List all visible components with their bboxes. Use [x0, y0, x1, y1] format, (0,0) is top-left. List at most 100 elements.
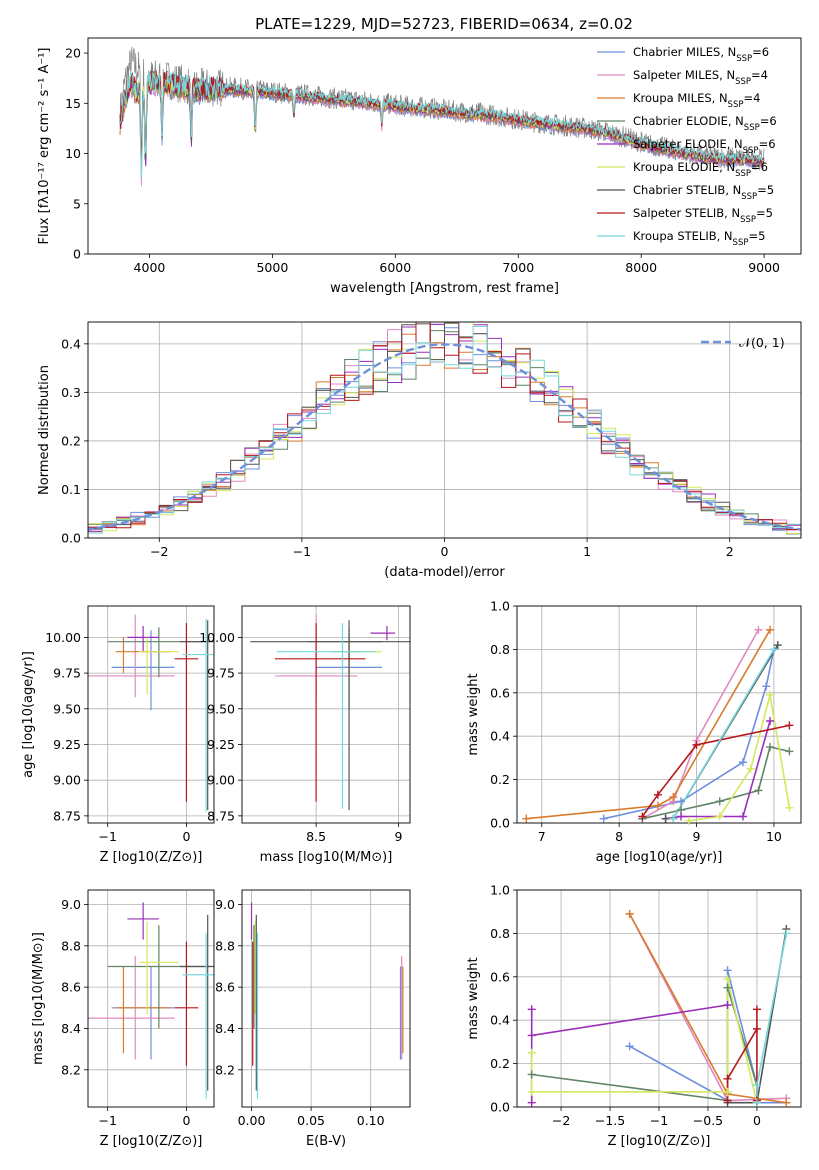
- mass_vs_EBV-ytick-label: 8.8: [215, 938, 235, 953]
- massweight_vs_Z-marker-4: [723, 1001, 732, 1010]
- age_vs_mass-ytick-label: 8.75: [207, 808, 235, 823]
- massweight_vs_age-marker-0: [599, 814, 608, 823]
- massweight_vs_age-marker-0: [738, 758, 747, 767]
- age_vs_mass-ytick-label: 10.00: [199, 630, 235, 645]
- mass_vs_Z-ylabel: mass [log10(M/M⊙)]: [31, 932, 46, 1065]
- massweight_vs_Z-xtick-label: −0.5: [693, 1113, 723, 1128]
- spectrum-plot-area: [119, 46, 765, 187]
- age_vs_mass-xtick-label: 8.5: [306, 829, 326, 844]
- spectrum-model-line-8: [119, 69, 765, 179]
- mass_vs_EBV-xtick-label: 0.00: [238, 1113, 266, 1128]
- massweight_vs_Z-marker-7: [752, 1024, 761, 1033]
- massweight_vs_Z-ytick-label: 0.6: [490, 969, 510, 984]
- residual-legend-label: 𝒩(0, 1): [739, 335, 785, 350]
- massweight_vs_age-marker-3: [715, 797, 724, 806]
- spectrum-legend-label-1: Salpeter MILES, NSSP=4: [633, 68, 768, 87]
- massweight_vs_Z-ytick-label: 0.0: [490, 1100, 510, 1115]
- massweight_vs_age-panel: 7 8 9 10 0.0 0.2 0.4 0.6 0.8 1.0 age [log10(age/yr…: [466, 599, 802, 865]
- age_vs_mass-xlabel: mass [log10(M/M⊙)]: [260, 850, 393, 865]
- age_vs_Z-ytick-label: 8.75: [53, 808, 81, 823]
- mass_vs_Z-xtick-label: −1: [98, 1113, 116, 1128]
- mass_vs_EBV-xlabel: E(B-V): [306, 1134, 346, 1149]
- age_vs_mass-panel: 8.5 9 8.75 9.00 9.25 9.50 9.75 10.00 mass [log10…: [199, 605, 411, 865]
- massweight_vs_age-marker-7: [653, 790, 662, 799]
- spectrum-ytick-label: 0: [73, 247, 81, 262]
- massweight_vs_Z-ytick-label: 0.2: [490, 1056, 510, 1071]
- residuals-plot-area: [88, 322, 801, 536]
- age_vs_Z-ytick-label: 9.75: [53, 666, 81, 681]
- spectrum-xlabel: wavelength [Angstrom, rest frame]: [330, 281, 559, 296]
- massweight_vs_age-marker-2: [669, 792, 678, 801]
- residuals-ytick-label: 0.3: [61, 385, 81, 400]
- spectrum-ytick-label: 15: [65, 96, 81, 111]
- massweight_vs_Z-marker-8: [782, 929, 791, 938]
- massweight_vs_age-ytick-label: 0.0: [490, 816, 510, 831]
- mass_vs_EBV-ytick-label: 8.2: [215, 1062, 235, 1077]
- massweight_vs_age-marker-2: [766, 625, 775, 634]
- age_vs_Z-xtick-label: −1: [98, 829, 116, 844]
- massweight_vs_Z-xtick-label: −1: [650, 1113, 668, 1128]
- massweight_vs_Z-marker-2: [625, 909, 634, 918]
- massweight_vs_age-series-7: [641, 724, 790, 817]
- massweight_vs_age-ytick-label: 1.0: [490, 599, 510, 614]
- residuals-ytick-label: 0.1: [61, 482, 81, 497]
- massweight_vs_age-ytick-label: 0.6: [490, 685, 510, 700]
- massweight_vs_Z-marker-4: [527, 1098, 536, 1107]
- massweight_vs_Z-marker-8: [752, 1098, 761, 1107]
- age_vs_mass-ytick-label: 9.75: [207, 666, 235, 681]
- massweight_vs_Z-marker-7: [723, 1074, 732, 1083]
- spectrum-xtick-label: 8000: [625, 260, 657, 275]
- massweight_vs_age-frame: [516, 605, 802, 824]
- massweight_vs_age-marker-7: [692, 740, 701, 749]
- mass_vs_Z-ytick-label: 9.0: [61, 897, 81, 912]
- massweight_vs_age-series-3: [642, 746, 790, 820]
- massweight_vs_age-marker-0: [762, 682, 771, 691]
- mass_vs_Z-frame: [87, 889, 215, 1108]
- age_vs_mass-frame: [241, 605, 411, 824]
- massweight_vs_Z-marker-7: [752, 1005, 761, 1014]
- age_vs_mass-xtick-label: 9: [394, 829, 402, 844]
- massweight_vs_age-xlabel: age [log10(age/yr)]: [596, 850, 723, 865]
- spectrum-ytick-label: 5: [73, 196, 81, 211]
- residuals-xtick-label: 2: [726, 544, 734, 559]
- age_vs_Z-ylabel: age [log10(age/yr)]: [21, 651, 36, 778]
- mass_vs_EBV-ytick-label: 8.4: [215, 1021, 235, 1036]
- massweight_vs_Z-xtick-label: 0: [753, 1113, 761, 1128]
- age_vs_Z-plot-area: [88, 614, 214, 812]
- massweight_vs_age-marker-3: [785, 747, 794, 756]
- massweight_vs_Z-marker-0: [723, 966, 732, 975]
- normal-curve: [88, 343, 801, 531]
- massweight_vs_age-marker-5: [766, 690, 775, 699]
- mass_vs_Z-xlabel: Z [log10(Z/Z⊙)]: [100, 1134, 203, 1149]
- massweight_vs_age-marker-2: [653, 801, 662, 810]
- massweight_vs_age-ytick-label: 0.8: [490, 642, 510, 657]
- massweight_vs_age-xtick-label: 8: [615, 829, 623, 844]
- massweight_vs_Z-ytick-label: 0.8: [490, 926, 510, 941]
- massweight_vs_age-xtick-label: 10: [766, 829, 782, 844]
- residuals-xtick-label: 1: [583, 544, 591, 559]
- figure-title: PLATE=1229, MJD=52723, FIBERID=0634, z=0…: [255, 15, 633, 33]
- mass_vs_EBV-xtick-label: 0.05: [297, 1113, 325, 1128]
- massweight_vs_age-ylabel: mass weight: [466, 673, 481, 755]
- mass_vs_Z-ytick-label: 8.8: [61, 938, 81, 953]
- spectrum-frame: [87, 37, 802, 255]
- age_vs_Z-ytick-label: 9.25: [53, 737, 81, 752]
- massweight_vs_age-marker-5: [684, 816, 693, 825]
- massweight_vs_age-series-1: [642, 629, 760, 820]
- residuals-xtick-label: −1: [293, 544, 311, 559]
- residuals-ytick-label: 0.0: [61, 531, 81, 546]
- massweight_vs_Z-ytick-label: 1.0: [490, 883, 510, 898]
- massweight_vs_age-marker-5: [785, 803, 794, 812]
- massweight_vs_age-marker-7: [785, 721, 794, 730]
- massweight_vs_Z-xtick-label: −2: [552, 1113, 570, 1128]
- mass_vs_Z-ytick-label: 8.4: [61, 1021, 81, 1036]
- age_vs_Z-panel: −1 0 8.75 9.00 9.25 9.50 9.75 10.00 Z [log10(Z/Z…: [21, 605, 215, 865]
- massweight_vs_Z-ytick-label: 0.4: [490, 1013, 510, 1028]
- age_vs_mass-ytick-label: 9.50: [207, 701, 235, 716]
- massweight_vs_Z-marker-0: [625, 1042, 634, 1051]
- massweight_vs_age-marker-4: [738, 812, 747, 821]
- massweight_vs_age-series-2: [526, 629, 771, 820]
- residuals-xtick-label: −2: [150, 544, 168, 559]
- massweight_vs_age-marker-2: [522, 814, 531, 823]
